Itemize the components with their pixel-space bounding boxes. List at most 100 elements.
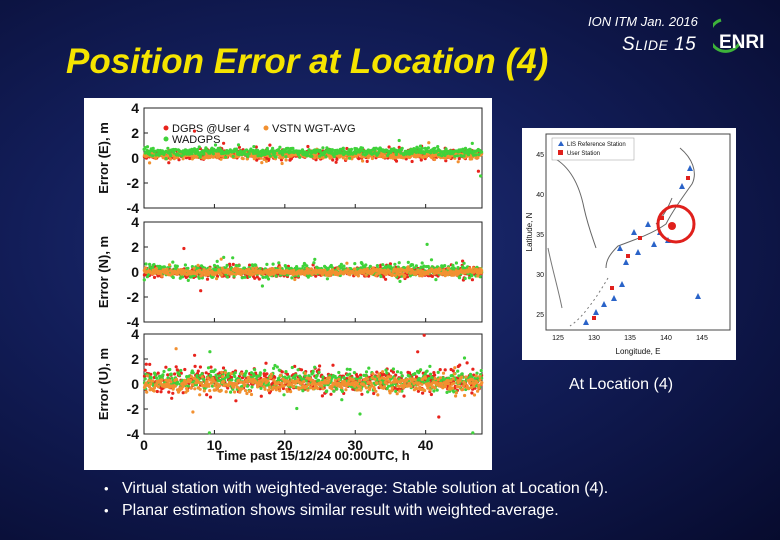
point-1-1-13 <box>150 266 155 270</box>
point-1-1-45 <box>171 275 175 280</box>
point-2-0-38 <box>167 390 171 394</box>
point-2-0-447 <box>433 373 437 377</box>
point-0-2-243 <box>300 148 305 152</box>
point-1-2-170 <box>253 272 257 276</box>
point-2-2-100 <box>207 384 211 388</box>
point-1-2-120 <box>220 266 224 270</box>
point-2-1-489 <box>460 372 464 376</box>
point-2-2-517 <box>478 378 482 382</box>
point-2-2-215 <box>282 384 286 388</box>
point-2-2-193 <box>268 385 272 389</box>
point-2-1-155 <box>243 374 247 378</box>
point-2-2-50 <box>174 377 179 381</box>
point-1-0-264 <box>314 274 318 278</box>
point-2-2-420 <box>415 387 419 391</box>
point-1-1-31 <box>162 265 166 269</box>
point-2-2-196 <box>269 372 273 376</box>
point-2-2-149 <box>239 380 243 384</box>
point-0-2-505 <box>470 141 474 145</box>
point-2-1-382 <box>390 383 394 387</box>
point-2-2-404 <box>405 377 409 382</box>
point-2-2-285 <box>327 376 332 380</box>
point-0-2-197 <box>271 146 275 150</box>
point-1-2-312 <box>345 261 349 265</box>
point-0-1-434 <box>424 155 429 159</box>
user-station-3 <box>610 286 614 290</box>
point-2-2-519 <box>480 381 484 385</box>
point-2-2-379 <box>388 375 393 379</box>
point-2-1-215 <box>282 393 286 397</box>
point-0-2-270 <box>318 154 322 158</box>
point-2-1-110 <box>214 373 218 377</box>
point-2-0-270 <box>318 364 322 368</box>
point-2-1-275 <box>321 375 325 379</box>
point-2-1-105 <box>210 384 215 388</box>
point-1-2-118 <box>219 257 223 261</box>
point-2-2-378 <box>388 391 392 395</box>
point-2-2-427 <box>420 382 424 386</box>
point-0-1-218 <box>284 158 288 162</box>
point-2-2-448 <box>433 376 437 381</box>
point-2-0-62 <box>183 367 187 372</box>
point-2-0-400 <box>402 394 406 398</box>
point-2-0-103 <box>209 365 213 369</box>
point-1-2-172 <box>254 266 258 270</box>
point-2-2-89 <box>200 375 204 379</box>
point-2-2-358 <box>375 381 379 385</box>
point-2-2-329 <box>356 388 360 392</box>
point-2-2-508 <box>472 393 477 397</box>
point-2-2-238 <box>297 387 301 391</box>
point-1-1-364 <box>379 274 383 279</box>
point-1-1-485 <box>457 276 462 280</box>
point-2-1-512 <box>475 371 479 375</box>
point-0-2-5 <box>145 145 150 149</box>
point-0-0-53 <box>177 158 181 162</box>
point-2-0-442 <box>429 392 433 397</box>
point-2-0-269 <box>317 368 321 372</box>
point-2-0-187 <box>264 361 268 365</box>
point-2-2-470 <box>448 384 452 389</box>
point-2-1-373 <box>385 371 389 375</box>
point-2-2-370 <box>382 385 387 389</box>
point-2-1-476 <box>452 390 456 394</box>
point-2-0-201 <box>273 375 277 379</box>
point-0-2-41 <box>169 154 173 158</box>
point-2-2-220 <box>285 389 290 393</box>
point-1-1-108 <box>212 263 217 268</box>
series-0-2 <box>142 138 484 178</box>
point-2-1-268 <box>317 378 321 382</box>
point-1-2-499 <box>466 270 470 274</box>
ytick-label-1-4: -4 <box>127 314 140 330</box>
point-0-0-330 <box>357 157 361 161</box>
point-2-2-410 <box>409 384 413 388</box>
point-2-1-139 <box>233 374 237 379</box>
point-1-0-162 <box>248 263 252 267</box>
point-1-1-51 <box>175 264 179 268</box>
point-2-2-105 <box>211 376 215 380</box>
point-2-1-180 <box>259 386 263 390</box>
point-2-2-142 <box>235 382 239 386</box>
map-ytick-0: 45 <box>536 152 544 159</box>
point-1-1-419 <box>414 264 418 268</box>
point-1-2-455 <box>438 268 442 272</box>
point-2-2-57 <box>180 387 184 391</box>
point-2-1-29 <box>161 373 165 377</box>
point-2-1-446 <box>432 389 436 393</box>
point-1-1-151 <box>240 276 244 280</box>
point-2-2-472 <box>449 379 453 383</box>
point-2-1-493 <box>462 356 467 360</box>
point-0-2-145 <box>236 143 241 147</box>
point-1-1-442 <box>429 258 434 262</box>
point-2-1-19 <box>154 376 159 380</box>
point-2-0-386 <box>393 386 397 390</box>
point-2-0-26 <box>159 390 163 394</box>
point-2-1-438 <box>427 376 431 381</box>
point-1-1-409 <box>408 274 412 278</box>
point-1-0-505 <box>470 278 474 282</box>
point-1-1-517 <box>478 275 482 279</box>
point-2-0-383 <box>391 370 395 374</box>
user-station-0 <box>686 176 690 180</box>
ytick-label-1-1: 2 <box>131 239 139 255</box>
point-2-2-273 <box>319 384 324 388</box>
point-2-2-75 <box>191 410 195 414</box>
